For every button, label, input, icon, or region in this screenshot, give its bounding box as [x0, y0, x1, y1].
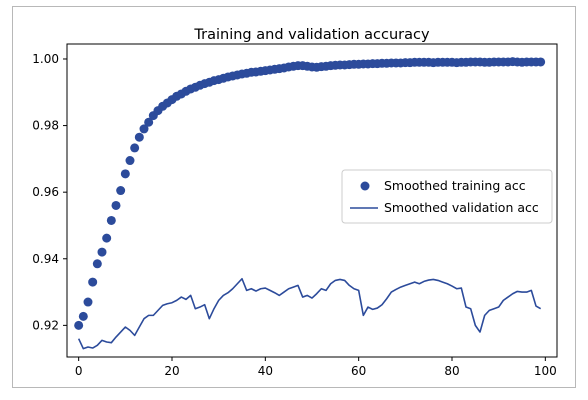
y-axis: 0.92 0.94 0.96 0.98 1.00 [32, 52, 67, 332]
x-tick-label: 60 [351, 364, 366, 378]
legend-label-training: Smoothed training acc [384, 178, 526, 193]
training-acc-point [106, 215, 116, 225]
y-tick-label: 0.92 [32, 318, 59, 332]
x-tick-label: 80 [444, 364, 459, 378]
y-tick-label: 0.98 [32, 119, 59, 133]
training-acc-point [134, 132, 144, 142]
training-acc-point [116, 186, 126, 196]
training-acc-point [130, 143, 140, 153]
legend-label-validation: Smoothed validation acc [384, 200, 539, 215]
training-acc-point [92, 259, 102, 269]
training-acc-point [139, 124, 149, 134]
training-acc-point [83, 297, 93, 307]
chart-title: Training and validation accuracy [193, 27, 430, 43]
training-acc-point [74, 320, 84, 330]
x-tick-label: 20 [164, 364, 179, 378]
training-acc-point [144, 117, 154, 127]
training-acc-point [125, 156, 135, 166]
training-acc-point [78, 311, 88, 321]
y-tick-label: 0.94 [32, 252, 59, 266]
training-acc-point [111, 200, 121, 210]
training-acc-point [102, 233, 112, 243]
training-acc-point [97, 247, 107, 257]
training-acc-point [88, 277, 98, 287]
figure-border [12, 6, 576, 388]
series-layer [74, 57, 546, 350]
x-tick-label: 100 [534, 364, 557, 378]
y-tick-label: 1.00 [32, 52, 59, 66]
training-acc-point [536, 57, 546, 67]
legend: Smoothed training acc Smoothed validatio… [341, 169, 553, 224]
training-acc-point [120, 169, 130, 179]
y-tick-label: 0.96 [32, 185, 59, 199]
x-axis: 0 20 40 60 80 100 [75, 357, 557, 378]
validation-acc-line [77, 277, 542, 350]
legend-marker-training [360, 181, 370, 191]
x-tick-label: 0 [75, 364, 83, 378]
legend-box [341, 169, 553, 224]
x-tick-label: 40 [258, 364, 273, 378]
